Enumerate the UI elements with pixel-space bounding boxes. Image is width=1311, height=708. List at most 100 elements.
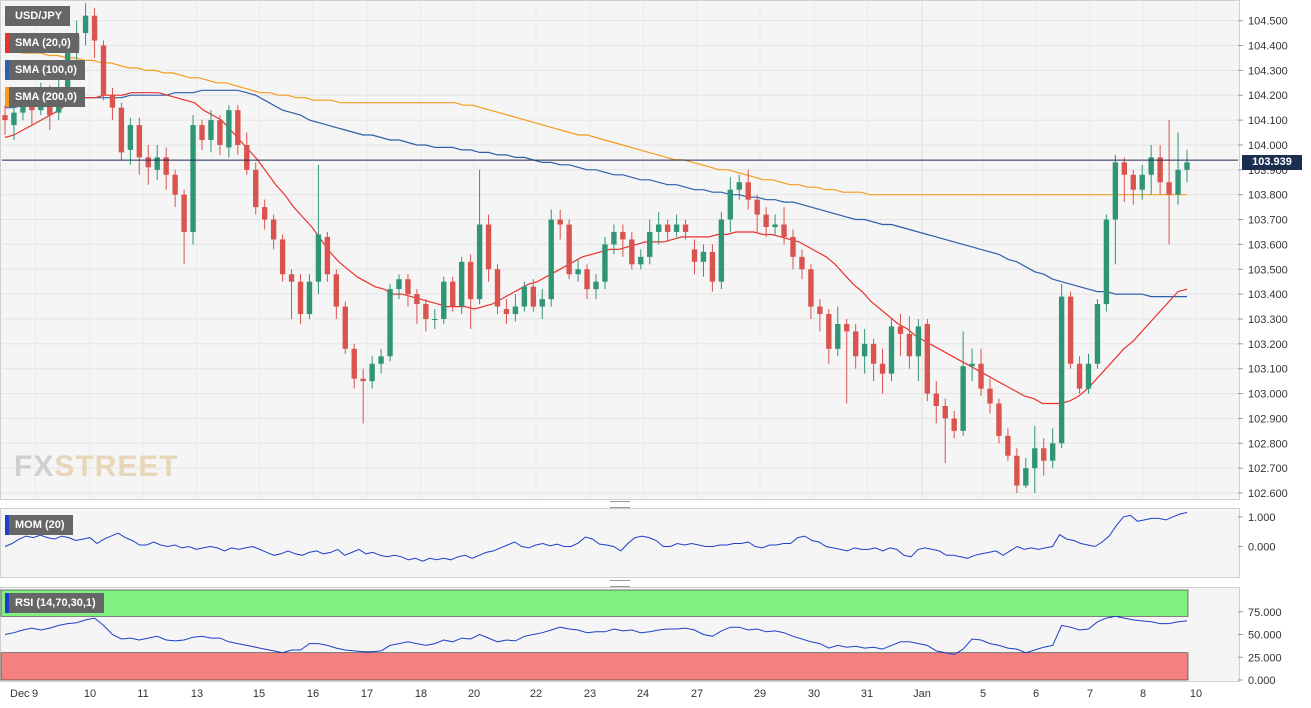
panel-splitter[interactable] (610, 501, 630, 508)
x-tick-label: 6 (1033, 688, 1039, 700)
candle-body (1148, 157, 1154, 175)
rsi-tick-label: 75.000 (1248, 607, 1282, 619)
candle-body (951, 418, 957, 431)
candle-body (861, 343, 868, 357)
candle-body (996, 403, 1002, 436)
candle-body (691, 249, 698, 262)
candle-body (879, 363, 886, 374)
candle-body (512, 306, 519, 315)
candle-body (396, 279, 402, 290)
candle-body (888, 326, 895, 374)
momentum-legend[interactable]: MOM (20) (5, 515, 73, 535)
candle-body (700, 251, 707, 262)
candle-body (1067, 296, 1074, 364)
candle-body (163, 157, 169, 175)
candle-body (414, 294, 420, 305)
candle-body (915, 326, 922, 357)
candle-body (1014, 455, 1020, 486)
candle-body (306, 281, 313, 315)
candle-body (521, 286, 528, 307)
candle-body (530, 286, 537, 307)
candle-body (1041, 448, 1047, 461)
candle-body (763, 214, 769, 228)
y-tick-label: 103.300 (1248, 314, 1288, 326)
candle-body (673, 224, 680, 232)
candle-body (154, 157, 160, 170)
candle-body (978, 363, 984, 389)
candle-body (1184, 162, 1190, 170)
candle-body (754, 199, 760, 215)
y-tick-label: 103.600 (1248, 239, 1288, 251)
candle-body (1130, 174, 1136, 190)
candle-body (190, 125, 196, 232)
candle-body (835, 323, 841, 349)
x-tick-label: 15 (253, 688, 265, 700)
candle-body (235, 110, 241, 145)
candle-body (655, 224, 662, 232)
y-tick-label: 103.100 (1248, 364, 1288, 376)
candle-body (960, 366, 966, 431)
panel-splitter[interactable] (610, 580, 630, 587)
candle-body (387, 289, 393, 357)
momentum-panel[interactable] (0, 508, 1240, 578)
candle-body (1032, 448, 1038, 469)
candle-body (208, 120, 214, 140)
x-tick-label: 5 (980, 688, 986, 700)
price-chart-panel[interactable] (0, 0, 1240, 500)
y-tick-label: 104.200 (1248, 90, 1288, 102)
sma200-legend[interactable]: SMA (200,0) (5, 87, 85, 107)
candle-body (1076, 363, 1083, 389)
candle-body (557, 219, 563, 225)
candle-body (745, 182, 751, 200)
y-tick-label: 102.800 (1248, 438, 1288, 450)
candle-body (781, 224, 787, 237)
fxstreet-logo: FXSTREET (14, 450, 179, 483)
candle-body (942, 406, 948, 419)
candle-body (181, 194, 187, 232)
candle-body (987, 388, 993, 404)
y-tick-label: 104.100 (1248, 115, 1288, 127)
y-tick-label: 102.700 (1248, 463, 1288, 475)
candle-body (127, 125, 134, 150)
candle-body (217, 120, 223, 145)
rsi-tick-label: 25.000 (1248, 652, 1282, 664)
candle-body (244, 144, 250, 170)
y-tick-label: 104.500 (1248, 16, 1288, 28)
candle-body (1121, 162, 1128, 175)
candle-body (423, 304, 429, 319)
candle-body (172, 174, 178, 195)
y-tick-label: 103.500 (1248, 264, 1288, 276)
sma100-legend[interactable]: SMA (100,0) (5, 60, 85, 80)
y-tick-label: 103.700 (1248, 215, 1288, 227)
candle-body (82, 15, 89, 34)
candle-body (261, 207, 268, 220)
candle-body (664, 224, 671, 232)
momentum-tick-label: 0.000 (1248, 541, 1276, 553)
sma100-line (5, 89, 1187, 298)
candle-body (441, 281, 447, 319)
candle-body (611, 231, 617, 245)
candle-body (11, 112, 17, 126)
y-tick-label: 104.000 (1248, 140, 1288, 152)
sma20-legend[interactable]: SMA (20,0) (5, 33, 79, 53)
x-tick-label: 16 (307, 688, 319, 700)
candle-body (870, 343, 877, 364)
symbol-label[interactable]: USD/JPY (5, 6, 71, 26)
rsi-legend[interactable]: RSI (14,70,30,1) (5, 593, 104, 613)
candle-body (1058, 296, 1065, 444)
candle-body (969, 363, 975, 367)
candle-body (1023, 468, 1029, 486)
candle-body (100, 45, 107, 96)
candle-body (476, 224, 483, 300)
candle-body (1103, 219, 1110, 305)
candle-body (1175, 169, 1181, 195)
candle-body (405, 279, 411, 295)
candle-body (772, 224, 778, 228)
candle-body (279, 239, 286, 275)
candle-body (378, 356, 384, 364)
candle-body (539, 299, 545, 307)
candle-body (709, 251, 716, 282)
candle-body (1157, 157, 1163, 183)
momentum-line (4, 512, 1188, 562)
